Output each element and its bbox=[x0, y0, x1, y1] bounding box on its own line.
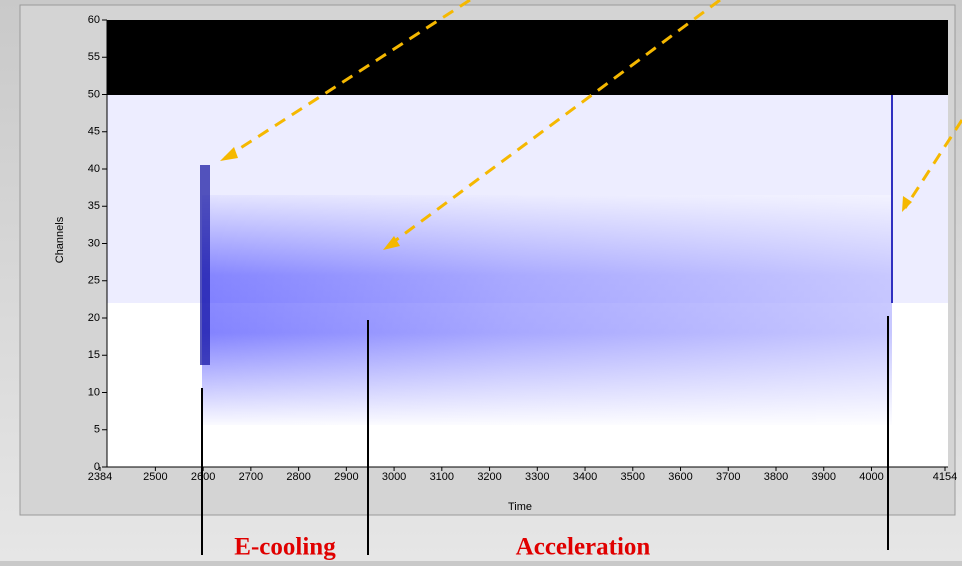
x-tick-label: 3700 bbox=[716, 471, 740, 483]
x-tick-label: 2600 bbox=[191, 471, 215, 483]
x-tick-label: 4000 bbox=[859, 471, 883, 483]
y-tick-label: 50 bbox=[88, 88, 100, 100]
x-tick-label: 3900 bbox=[811, 471, 835, 483]
marker-lines bbox=[201, 316, 889, 555]
y-tick-label: 20 bbox=[88, 312, 100, 324]
y-tick-label: 10 bbox=[88, 386, 100, 398]
x-tick-label: 2500 bbox=[143, 471, 167, 483]
y-tick-label: 15 bbox=[88, 349, 100, 361]
annotation: E-cooling bbox=[234, 534, 336, 561]
y-tick-label: 60 bbox=[88, 14, 100, 26]
y-tick-label: 5 bbox=[94, 424, 100, 436]
x-axis-label: Time bbox=[508, 501, 532, 513]
x-tick-label: 3800 bbox=[764, 471, 788, 483]
injection-spike bbox=[200, 165, 210, 365]
y-tick-label: 30 bbox=[88, 237, 100, 249]
x-tick-label: 3200 bbox=[477, 471, 501, 483]
y-tick-label: 25 bbox=[88, 275, 100, 287]
beam-fade bbox=[202, 195, 892, 425]
arrows bbox=[224, 0, 962, 248]
x-tick-label: 3500 bbox=[621, 471, 645, 483]
y-tick-label: 40 bbox=[88, 163, 100, 175]
x-tick-label: 2900 bbox=[334, 471, 358, 483]
black-region bbox=[107, 20, 948, 95]
annotation: Acceleration bbox=[516, 534, 651, 561]
x-tick-label: 2800 bbox=[286, 471, 310, 483]
y-tick-label: 0 bbox=[94, 461, 100, 473]
x-tick-label: 3400 bbox=[573, 471, 597, 483]
x-tick-label: 3100 bbox=[430, 471, 454, 483]
x-tick-label: 3600 bbox=[668, 471, 692, 483]
x-tick-label: 3000 bbox=[382, 471, 406, 483]
y-tick-label: 45 bbox=[88, 126, 100, 138]
x-tick-label: 2384 bbox=[88, 471, 112, 483]
arrow-heads bbox=[220, 147, 912, 250]
x-tick-label: 4154 bbox=[933, 471, 957, 483]
y-tick-label: 55 bbox=[88, 51, 100, 63]
y-tick-label: 35 bbox=[88, 200, 100, 212]
x-tick-label: 2700 bbox=[239, 471, 263, 483]
x-tick-label: 3300 bbox=[525, 471, 549, 483]
y-axis-label: Channels bbox=[54, 216, 66, 263]
